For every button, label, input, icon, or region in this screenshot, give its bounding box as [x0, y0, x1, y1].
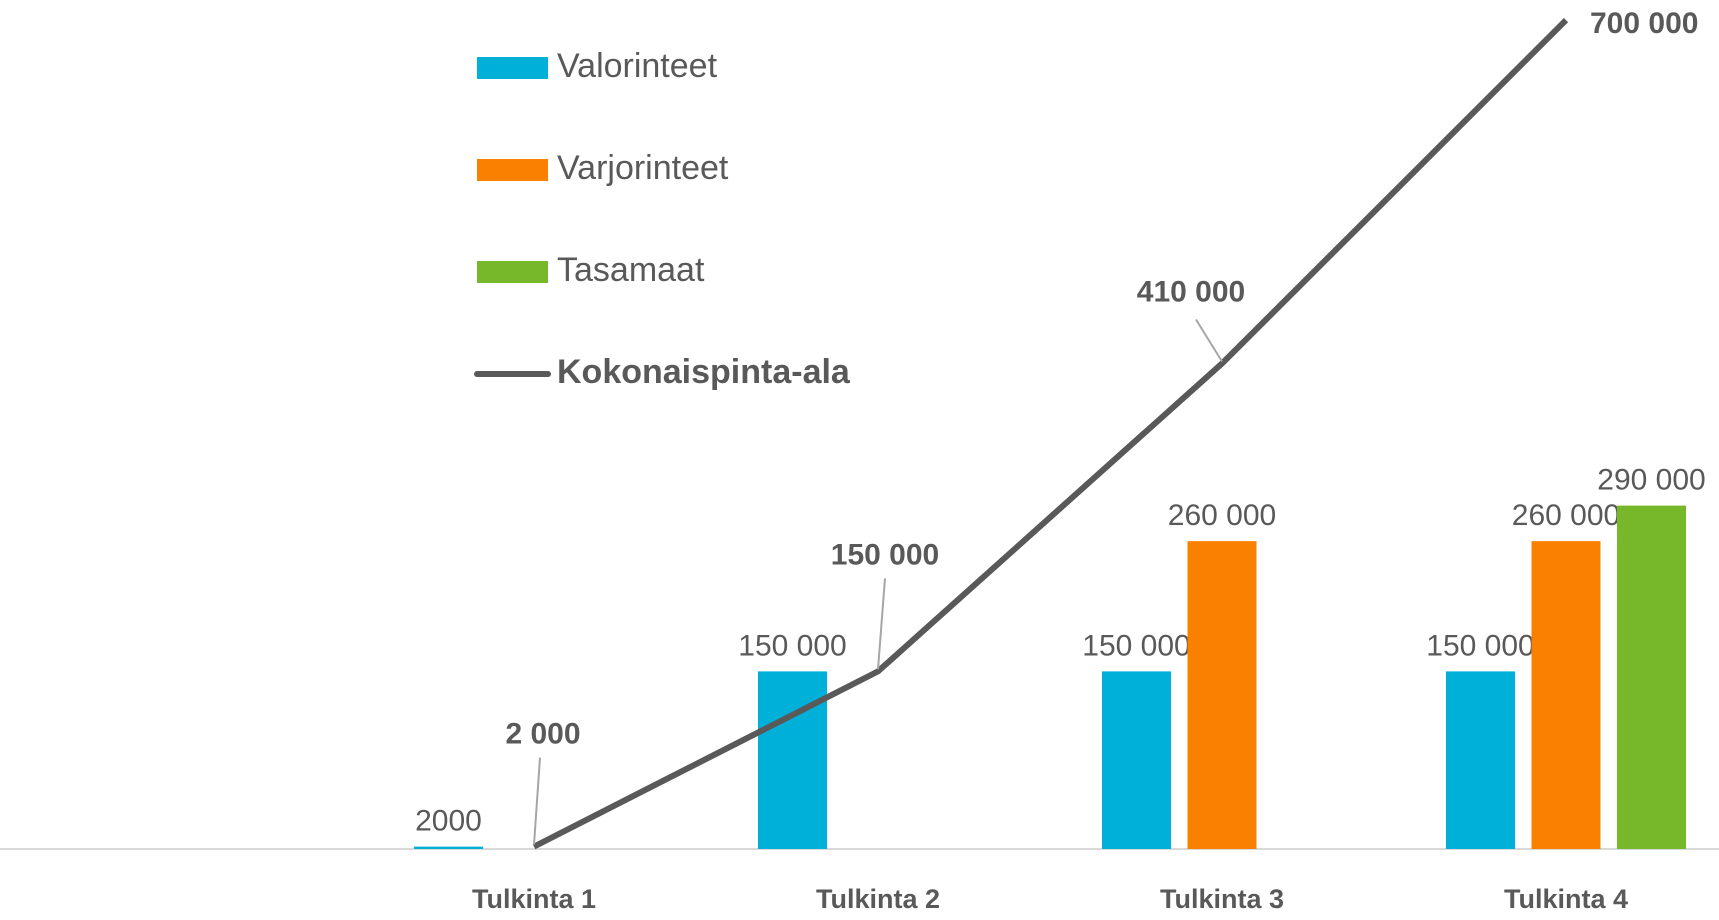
- legend-label: Varjorinteet: [557, 149, 729, 187]
- bar-value-label: 260 000: [1512, 499, 1620, 532]
- bar: [1187, 541, 1257, 849]
- bar-value-label: 260 000: [1168, 499, 1276, 532]
- legend-label: Tasamaat: [557, 251, 705, 289]
- x-tick-label: Tulkinta 1: [472, 884, 596, 914]
- line-value-label: 410 000: [1137, 275, 1245, 308]
- leader-line: [1195, 318, 1223, 363]
- bar-value-label: 150 000: [1426, 629, 1534, 662]
- x-tick-label: Tulkinta 2: [816, 884, 940, 914]
- legend-swatch: [477, 261, 548, 283]
- leader-line: [533, 757, 541, 845]
- bar-value-label: 150 000: [738, 629, 846, 662]
- bar-value-label: 290 000: [1597, 464, 1705, 497]
- bar: [1617, 505, 1686, 849]
- bar: [414, 846, 483, 849]
- line-value-label: 150 000: [831, 538, 939, 571]
- line-value-label: 700 000: [1590, 7, 1698, 40]
- bar: [1446, 671, 1515, 849]
- x-tick-label: Tulkinta 3: [1160, 884, 1284, 914]
- line: [532, 18, 1569, 850]
- legend-swatch: [477, 57, 548, 79]
- line-value-label: 2 000: [505, 718, 580, 751]
- legend-label: Valorinteet: [557, 47, 718, 85]
- bar: [758, 671, 827, 849]
- bar-value-label: 2000: [415, 805, 482, 838]
- bar: [1531, 541, 1601, 849]
- bar-value-label: 150 000: [1082, 629, 1190, 662]
- legend-swatch: [477, 159, 548, 181]
- x-tick-label: Tulkinta 4: [1504, 884, 1628, 914]
- leader-line: [877, 578, 886, 670]
- bar: [1102, 671, 1171, 849]
- legend-label: Kokonaispinta-ala: [557, 353, 851, 391]
